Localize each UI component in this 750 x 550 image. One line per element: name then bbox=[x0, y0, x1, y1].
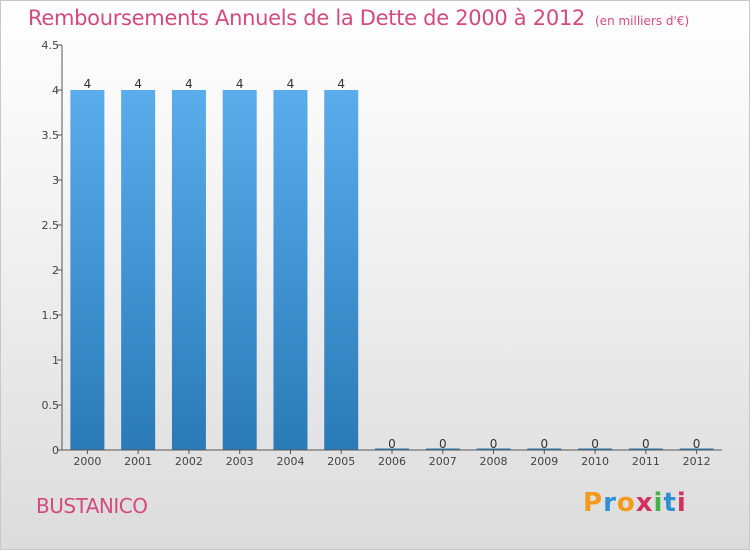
chart-unit: (en milliers d'€) bbox=[595, 14, 690, 28]
data-label: 4 bbox=[337, 77, 345, 91]
chart-title-text: Remboursements Annuels de la Dette de 20… bbox=[28, 6, 585, 30]
logo-letter: i bbox=[676, 488, 687, 518]
proxiti-logo: Proxiti bbox=[583, 488, 687, 518]
bar bbox=[425, 448, 460, 450]
x-tick-label: 2011 bbox=[632, 455, 660, 468]
bar bbox=[273, 90, 308, 450]
logo-letter: x bbox=[635, 488, 654, 518]
y-tick-label: 2 bbox=[52, 264, 59, 277]
logo-letter: i bbox=[653, 488, 664, 518]
data-label: 4 bbox=[185, 77, 193, 91]
bars-group: 4 4 4 4 4 4 0 0 0 0 0 0 0 bbox=[70, 77, 714, 451]
data-label: 0 bbox=[439, 437, 447, 451]
logo-letter: r bbox=[603, 488, 617, 518]
y-tick-label: 4.5 bbox=[42, 39, 60, 52]
data-label: 0 bbox=[388, 437, 396, 451]
bar bbox=[527, 448, 562, 450]
x-tick-label: 2001 bbox=[124, 455, 152, 468]
x-tick-label: 2006 bbox=[378, 455, 406, 468]
data-label: 0 bbox=[490, 437, 498, 451]
data-label: 4 bbox=[236, 77, 244, 91]
bar bbox=[375, 448, 409, 450]
x-tick-label: 2003 bbox=[226, 455, 254, 468]
data-label: 0 bbox=[693, 437, 701, 451]
x-tick-label: 2005 bbox=[327, 455, 355, 468]
data-label: 0 bbox=[540, 437, 548, 451]
chart-title: Remboursements Annuels de la Dette de 20… bbox=[28, 6, 689, 30]
x-tick-label: 2010 bbox=[581, 455, 609, 468]
logo-letter: t bbox=[663, 488, 677, 518]
bar bbox=[121, 90, 156, 450]
bar bbox=[628, 448, 663, 450]
y-tick-label: 4 bbox=[52, 84, 59, 97]
x-tick-label: 2009 bbox=[530, 455, 558, 468]
x-tick-label: 2007 bbox=[429, 455, 457, 468]
x-tick-label: 2002 bbox=[175, 455, 203, 468]
data-label: 4 bbox=[84, 77, 92, 91]
y-tick-label: 2.5 bbox=[42, 219, 60, 232]
bar bbox=[222, 90, 257, 450]
data-label: 0 bbox=[591, 437, 599, 451]
y-tick-label: 0.5 bbox=[42, 399, 60, 412]
data-label: 4 bbox=[134, 77, 142, 91]
logo-letter: P bbox=[583, 488, 604, 518]
bar bbox=[578, 448, 613, 450]
y-tick-label: 3 bbox=[52, 174, 59, 187]
x-tick-label: 2008 bbox=[480, 455, 508, 468]
data-label: 4 bbox=[287, 77, 295, 91]
bar bbox=[70, 90, 105, 450]
y-tick-label: 0 bbox=[52, 444, 59, 457]
y-tick-label: 3.5 bbox=[42, 129, 60, 142]
place-name: BUSTANICO bbox=[36, 494, 148, 518]
x-tick-label: 2012 bbox=[683, 455, 711, 468]
bar bbox=[679, 448, 714, 450]
y-tick-label: 1 bbox=[52, 354, 59, 367]
bar bbox=[476, 448, 511, 450]
x-tick-label: 2000 bbox=[73, 455, 101, 468]
logo-letter: o bbox=[616, 488, 636, 518]
y-tick-label: 1.5 bbox=[42, 309, 60, 322]
data-label: 0 bbox=[642, 437, 650, 451]
bar bbox=[171, 90, 206, 450]
x-tick-label: 2004 bbox=[276, 455, 304, 468]
axes-group: 0 0.5 1 1.5 2 2.5 3 3.5 4 4.5 2000 2001 2002 2003 2004… bbox=[42, 39, 722, 468]
bar bbox=[324, 90, 359, 450]
